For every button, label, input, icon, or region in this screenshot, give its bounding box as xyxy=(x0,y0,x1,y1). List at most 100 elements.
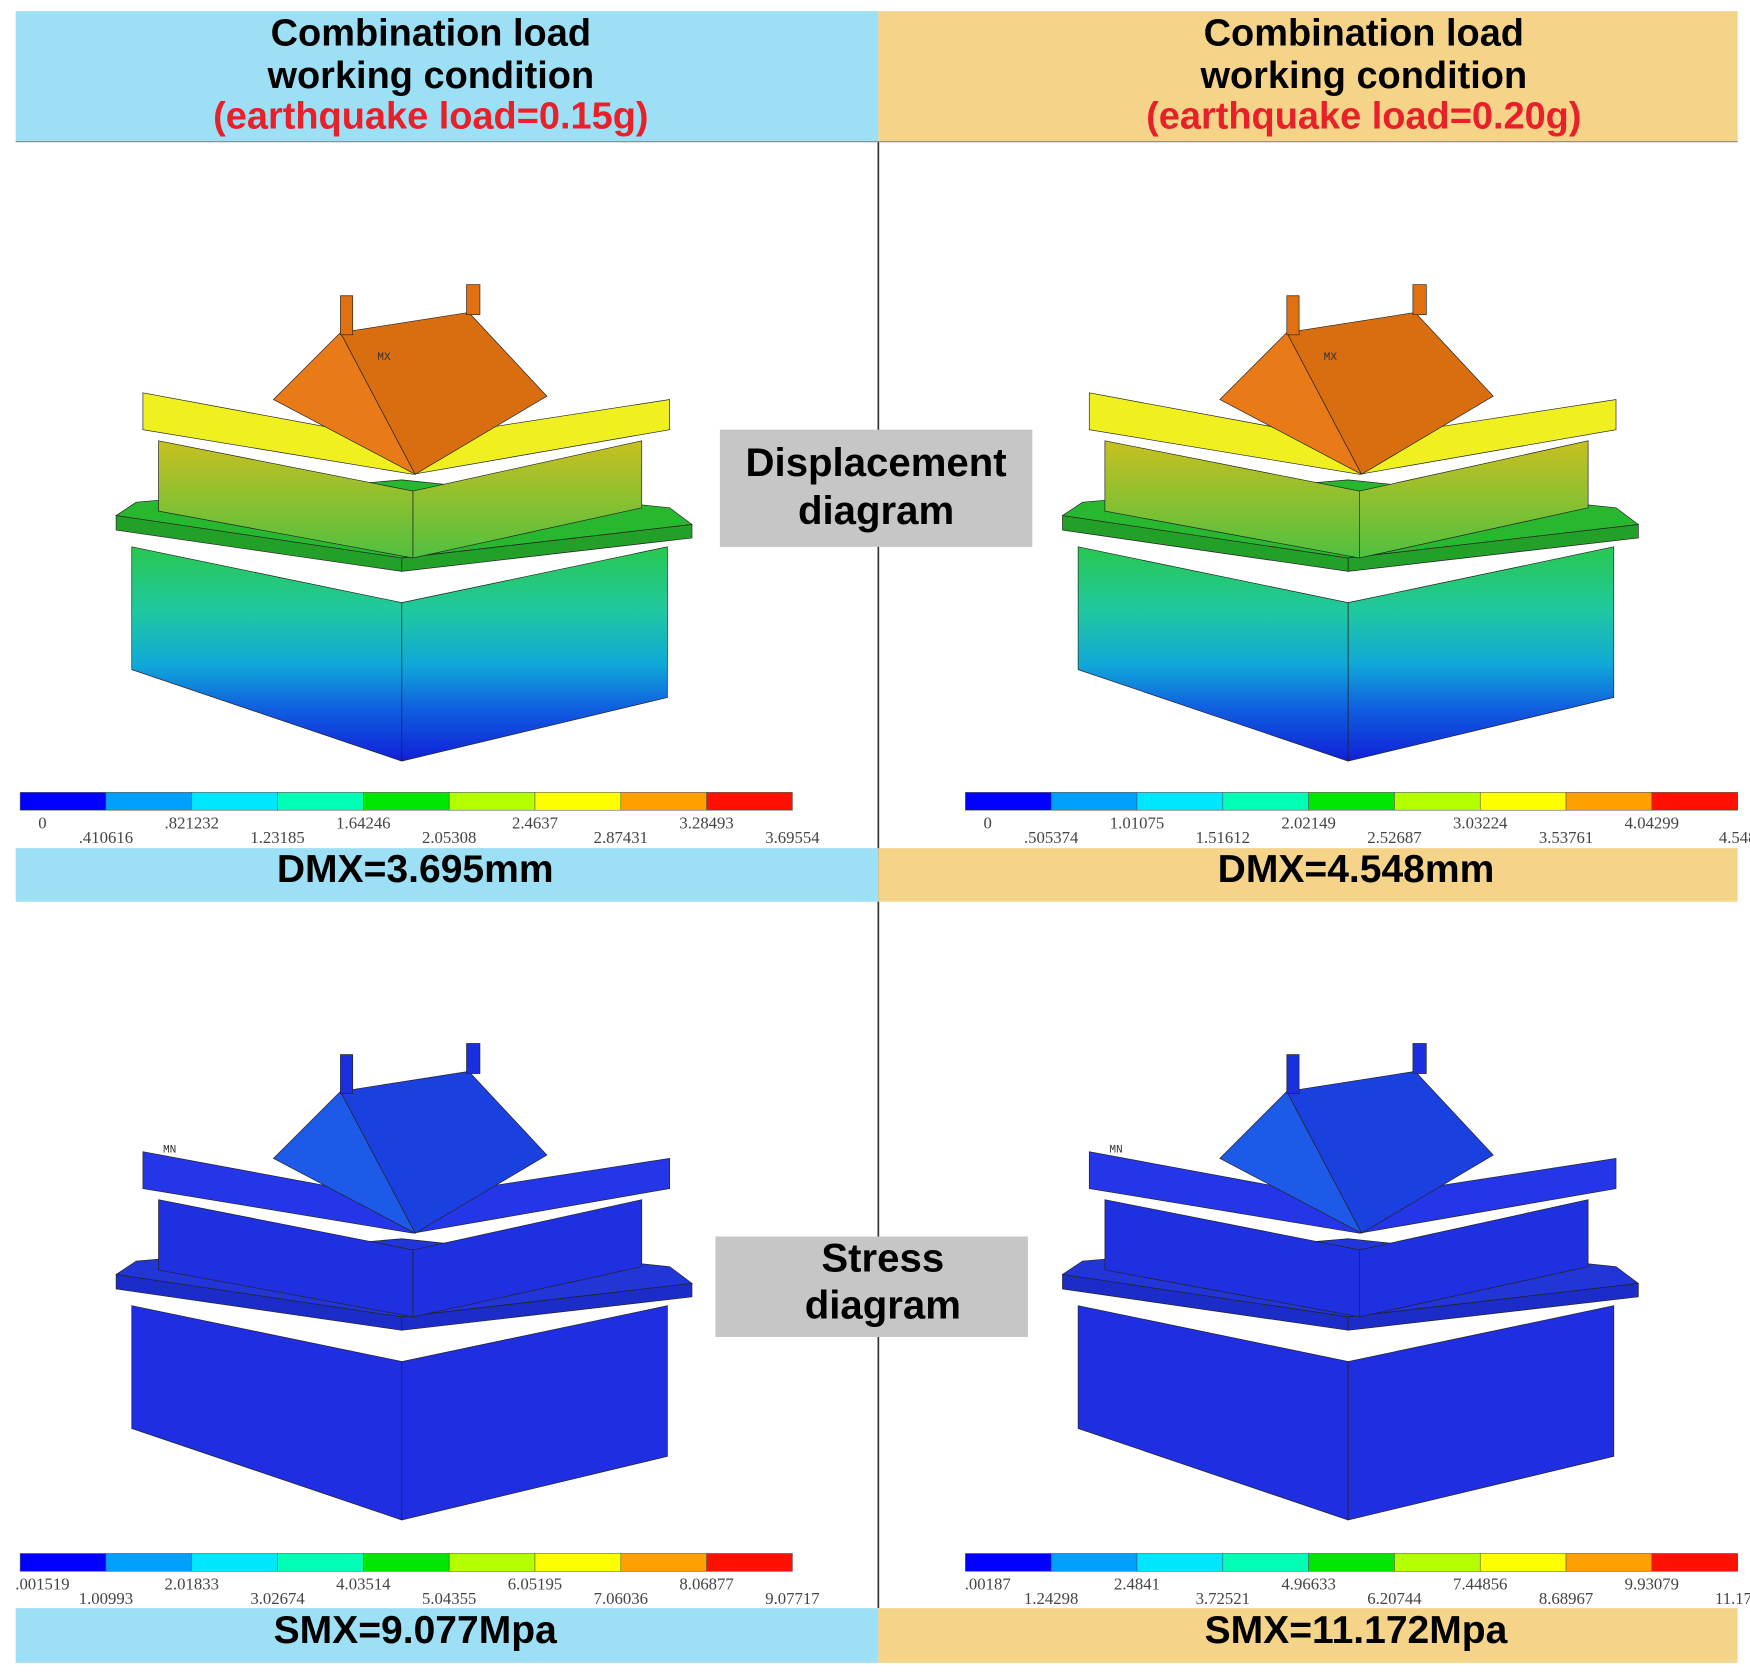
model xyxy=(1061,284,1640,762)
header-load: (earthquake load=0.20g) xyxy=(1146,95,1581,137)
roof xyxy=(1286,312,1494,475)
result-value: DMX=3.695mm xyxy=(277,848,554,891)
colorbar-label: 2.4637 xyxy=(512,814,558,833)
result-bg xyxy=(15,848,879,902)
wall xyxy=(1077,1305,1349,1521)
result-value: SMX=9.077Mpa xyxy=(274,1609,558,1652)
colorbar-label: 6.05195 xyxy=(508,1575,562,1594)
colorbar-label: 0 xyxy=(984,814,992,833)
header-line: working condition xyxy=(267,55,595,97)
colorbar-label: 3.69554 xyxy=(765,828,820,847)
colorbar-label: 2.01833 xyxy=(165,1575,219,1594)
colorbar-label: 1.64246 xyxy=(336,814,390,833)
eave xyxy=(1347,1283,1639,1331)
colorbar-label: .410616 xyxy=(79,828,133,847)
header-line: Combination load xyxy=(1204,13,1524,55)
colorbar-segment xyxy=(620,1553,707,1572)
colorbar-segment xyxy=(1222,792,1309,811)
colorbar-label: 1.23185 xyxy=(250,828,304,847)
colorbar-segment xyxy=(706,1553,793,1572)
ridge xyxy=(340,1054,354,1095)
colorbar-segment xyxy=(534,1553,622,1572)
wall xyxy=(131,546,403,762)
colorbar-segment xyxy=(706,792,793,811)
colorbar-label: 3.53761 xyxy=(1539,828,1593,847)
eave xyxy=(1347,524,1639,572)
colorbar-label: .00187 xyxy=(965,1575,1011,1594)
colorbar-segment xyxy=(363,792,450,811)
colorbar-label: 2.52687 xyxy=(1367,828,1421,847)
colorbar-segment xyxy=(1479,1553,1567,1572)
storey xyxy=(1359,440,1589,559)
colorbar-label: 2.02149 xyxy=(1281,814,1335,833)
colorbar-label: 4.04299 xyxy=(1625,814,1679,833)
ridge xyxy=(1412,1043,1427,1074)
wall xyxy=(1347,1305,1615,1521)
storey xyxy=(1359,1199,1589,1318)
colorbar-label: 3.28493 xyxy=(679,814,733,833)
roof xyxy=(339,1071,548,1234)
ridge xyxy=(340,295,354,336)
colorbar-label: 4.03514 xyxy=(336,1575,391,1594)
colorbar-label: 7.06036 xyxy=(594,1589,648,1608)
result-value: SMX=11.172Mpa xyxy=(1205,1609,1508,1652)
colorbar-segment xyxy=(1050,792,1138,811)
colorbar-label: 8.06877 xyxy=(679,1575,733,1594)
header-line: working condition xyxy=(1199,55,1527,97)
wall xyxy=(131,1305,403,1521)
ridge xyxy=(466,1043,481,1074)
colorbar-segment xyxy=(191,1553,278,1572)
result-bg xyxy=(878,1608,1738,1663)
colorbar-segment xyxy=(1308,1553,1395,1572)
colorbar-label: .821232 xyxy=(165,814,219,833)
colorbar-label: 8.68967 xyxy=(1539,1589,1593,1608)
colorbar-label: 9.07717 xyxy=(765,1589,819,1608)
colorbar-segment xyxy=(191,792,278,811)
colorbar-label: 1.24298 xyxy=(1024,1589,1078,1608)
roof xyxy=(1286,1071,1494,1234)
ridge xyxy=(1286,295,1300,336)
colorbar-segment xyxy=(1394,1553,1481,1572)
colorbar-segment xyxy=(1136,1553,1224,1572)
colorbar-segment xyxy=(277,792,364,811)
storey xyxy=(412,1199,643,1318)
colorbar-segment xyxy=(19,792,107,811)
colorbar-segment xyxy=(448,1553,536,1572)
diagram-label: Stress xyxy=(821,1236,944,1281)
colorbar-segment xyxy=(105,1553,193,1572)
model xyxy=(1061,1043,1640,1521)
result-bg xyxy=(15,1608,879,1663)
diagram-label: diagram xyxy=(805,1283,961,1328)
wall xyxy=(401,1305,668,1521)
colorbar-label: 5.04355 xyxy=(422,1589,476,1608)
colorbar-label: 0 xyxy=(38,814,46,833)
colorbar-segment xyxy=(1565,792,1653,811)
colorbar-segment xyxy=(1651,792,1738,811)
model-marker: MN xyxy=(163,1144,176,1156)
header-line: Combination load xyxy=(271,13,591,55)
diagram-label: diagram xyxy=(798,488,954,533)
result-value: DMX=4.548mm xyxy=(1218,848,1495,891)
result-bg xyxy=(878,848,1738,902)
wall xyxy=(1077,546,1349,762)
colorbar-label: 2.4841 xyxy=(1114,1575,1160,1594)
model xyxy=(115,1043,693,1521)
ridge xyxy=(1412,284,1427,316)
colorbar-label: 6.20744 xyxy=(1367,1589,1422,1608)
model-marker: MX xyxy=(377,352,391,364)
colorbar-segment xyxy=(1222,1553,1309,1572)
model xyxy=(115,284,693,762)
ridge xyxy=(1286,1054,1300,1095)
colorbar-segment xyxy=(363,1553,450,1572)
model-marker: MX xyxy=(1324,352,1338,364)
eave xyxy=(401,1283,693,1331)
colorbar-label: 11.172 xyxy=(1715,1589,1750,1608)
roof xyxy=(339,312,548,475)
colorbar-segment xyxy=(105,792,193,811)
wall xyxy=(1347,546,1615,762)
colorbar-segment xyxy=(534,792,622,811)
colorbar-segment xyxy=(1136,792,1224,811)
header-bg xyxy=(15,11,879,142)
colorbar-segment xyxy=(277,1553,364,1572)
